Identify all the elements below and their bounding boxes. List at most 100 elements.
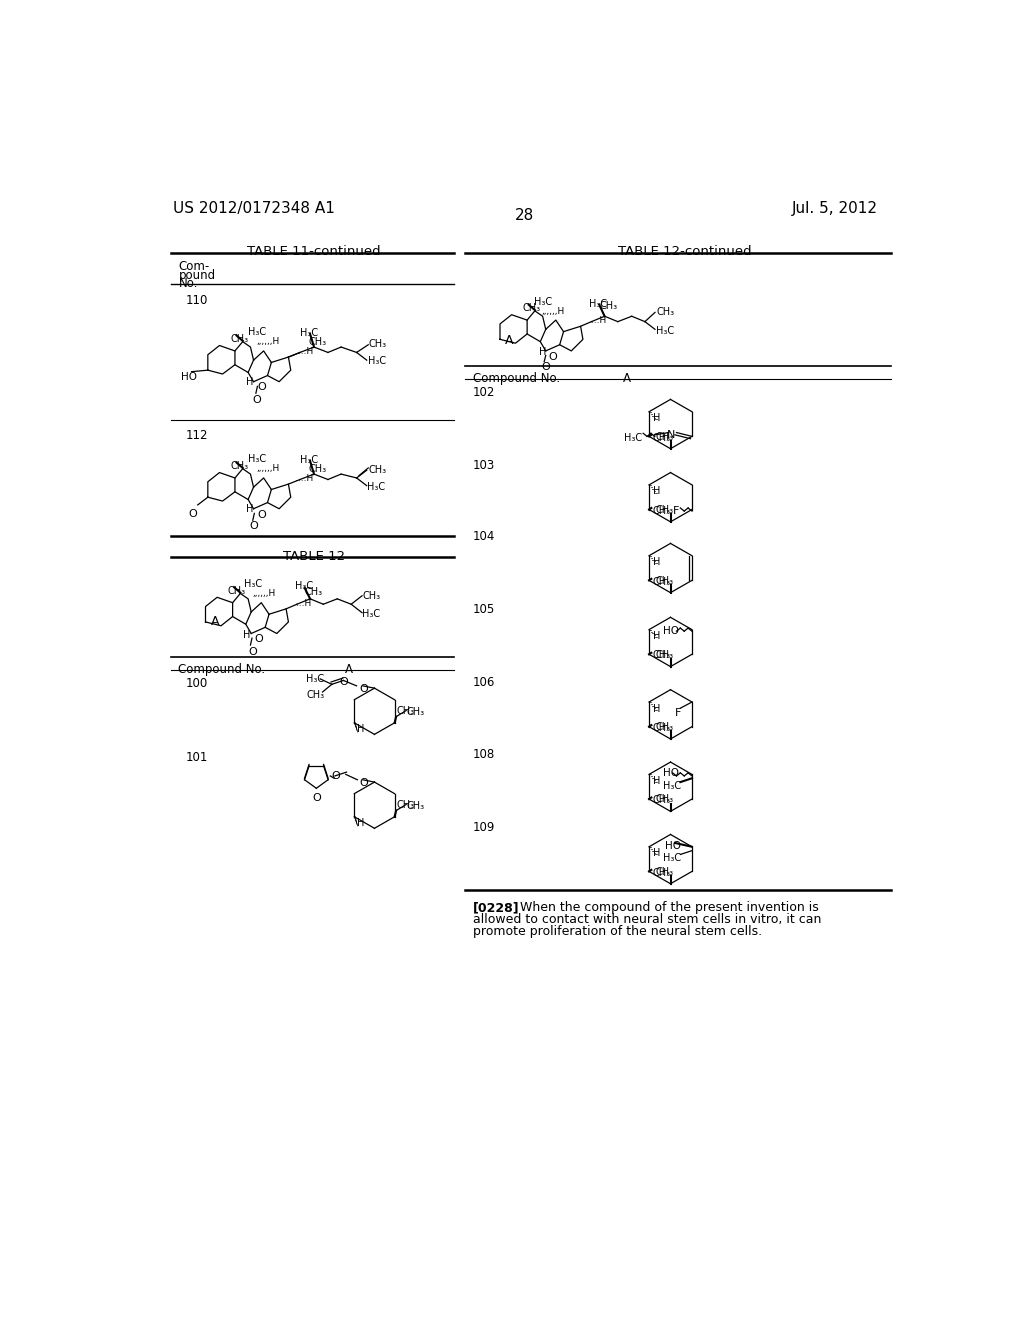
Text: H: H bbox=[539, 347, 546, 356]
Text: ....H: ....H bbox=[295, 474, 313, 483]
Text: O: O bbox=[359, 684, 368, 694]
Text: No.: No. bbox=[178, 277, 198, 290]
Text: ....H: ....H bbox=[588, 317, 606, 325]
Text: CH₃: CH₃ bbox=[396, 706, 415, 715]
Text: H₃C: H₃C bbox=[368, 482, 386, 492]
Text: CH₃: CH₃ bbox=[308, 465, 327, 474]
Text: HO: HO bbox=[180, 372, 197, 383]
Text: 101: 101 bbox=[186, 751, 209, 764]
Text: CH₃: CH₃ bbox=[653, 577, 671, 586]
Text: pound: pound bbox=[178, 268, 215, 281]
Text: F: F bbox=[675, 708, 681, 718]
Text: O: O bbox=[253, 395, 261, 405]
Text: HO: HO bbox=[663, 768, 679, 779]
Text: 102: 102 bbox=[473, 387, 496, 400]
Text: H: H bbox=[653, 704, 660, 714]
Text: A: A bbox=[623, 372, 631, 384]
Text: H₃C: H₃C bbox=[624, 433, 642, 442]
Text: CH₃: CH₃ bbox=[228, 586, 246, 595]
Text: H₃C: H₃C bbox=[248, 327, 266, 337]
Text: CH₃: CH₃ bbox=[396, 800, 415, 809]
Text: CH₃: CH₃ bbox=[655, 432, 674, 442]
Text: H: H bbox=[653, 631, 660, 642]
Text: CH₃: CH₃ bbox=[306, 689, 325, 700]
Text: 106: 106 bbox=[473, 676, 496, 689]
Text: CH₃: CH₃ bbox=[655, 722, 674, 733]
Text: H: H bbox=[653, 557, 660, 568]
Text: H₃C: H₃C bbox=[362, 609, 380, 619]
Text: O: O bbox=[340, 677, 348, 686]
Text: Com-: Com- bbox=[178, 260, 210, 273]
Text: CH₃: CH₃ bbox=[230, 334, 249, 345]
Text: H₃C: H₃C bbox=[535, 297, 552, 308]
Text: US 2012/0172348 A1: US 2012/0172348 A1 bbox=[173, 201, 335, 215]
Text: CH₃: CH₃ bbox=[655, 649, 674, 660]
Text: 104: 104 bbox=[473, 531, 496, 544]
Text: N: N bbox=[667, 430, 675, 440]
Text: CH₃: CH₃ bbox=[656, 308, 675, 317]
Text: CH₃: CH₃ bbox=[407, 708, 425, 717]
Text: F: F bbox=[673, 506, 679, 516]
Text: H: H bbox=[653, 776, 660, 785]
Text: CH₃: CH₃ bbox=[369, 339, 386, 350]
Text: CH₃: CH₃ bbox=[653, 867, 671, 878]
Text: H₃C: H₃C bbox=[306, 675, 325, 684]
Text: CH₃: CH₃ bbox=[308, 337, 327, 347]
Text: 100: 100 bbox=[186, 677, 208, 689]
Text: CH₃: CH₃ bbox=[369, 465, 386, 475]
Text: H₃C: H₃C bbox=[663, 853, 681, 863]
Text: A: A bbox=[211, 615, 219, 628]
Text: CH₃: CH₃ bbox=[362, 591, 381, 601]
Text: HO: HO bbox=[663, 626, 679, 636]
Text: H₃C: H₃C bbox=[369, 356, 386, 366]
Text: ,,,,,,H: ,,,,,,H bbox=[256, 337, 280, 346]
Text: H: H bbox=[246, 378, 253, 387]
Text: CH₃: CH₃ bbox=[655, 795, 674, 804]
Text: CH₃: CH₃ bbox=[407, 801, 425, 812]
Text: H: H bbox=[653, 849, 660, 858]
Text: CH₃: CH₃ bbox=[655, 576, 674, 586]
Text: CH₃: CH₃ bbox=[522, 304, 541, 313]
Text: CH₃: CH₃ bbox=[230, 461, 249, 471]
Text: H: H bbox=[356, 818, 364, 828]
Text: H: H bbox=[243, 630, 250, 640]
Text: 108: 108 bbox=[473, 748, 496, 762]
Text: CH₃: CH₃ bbox=[655, 506, 674, 515]
Text: CH₃: CH₃ bbox=[653, 795, 671, 805]
Text: H₃C: H₃C bbox=[663, 780, 681, 791]
Text: H₃C: H₃C bbox=[300, 327, 318, 338]
Text: H₃C: H₃C bbox=[248, 454, 266, 465]
Text: O: O bbox=[332, 771, 341, 780]
Text: ....H: ....H bbox=[293, 599, 311, 607]
Text: O: O bbox=[250, 521, 258, 531]
Text: H: H bbox=[356, 725, 364, 734]
Text: A: A bbox=[345, 663, 353, 676]
Text: O: O bbox=[188, 508, 198, 519]
Text: CH₃: CH₃ bbox=[653, 433, 671, 442]
Text: 109: 109 bbox=[473, 821, 496, 834]
Text: 110: 110 bbox=[186, 294, 209, 308]
Text: [0228]: [0228] bbox=[473, 902, 519, 915]
Text: H: H bbox=[246, 504, 253, 513]
Text: H: H bbox=[653, 487, 660, 496]
Text: TABLE 12-continued: TABLE 12-continued bbox=[617, 246, 752, 259]
Text: H: H bbox=[653, 413, 660, 424]
Text: ,,,,,,H: ,,,,,,H bbox=[256, 465, 280, 473]
Text: CH₃: CH₃ bbox=[653, 723, 671, 733]
Text: HO: HO bbox=[665, 841, 681, 850]
Text: H₃C: H₃C bbox=[300, 455, 318, 465]
Text: Compound No.: Compound No. bbox=[473, 372, 560, 384]
Text: When the compound of the present invention is: When the compound of the present inventi… bbox=[512, 902, 818, 915]
Text: Jul. 5, 2012: Jul. 5, 2012 bbox=[793, 201, 879, 215]
Text: O: O bbox=[257, 383, 266, 392]
Text: CH₃: CH₃ bbox=[305, 586, 323, 597]
Text: allowed to contact with neural stem cells in vitro, it can: allowed to contact with neural stem cell… bbox=[473, 913, 821, 927]
Text: 103: 103 bbox=[473, 459, 496, 471]
Text: H₃C: H₃C bbox=[295, 581, 312, 591]
Text: O: O bbox=[248, 647, 257, 656]
Text: Compound No.: Compound No. bbox=[178, 663, 265, 676]
Text: ,,,,,,H: ,,,,,,H bbox=[252, 589, 275, 598]
Text: promote proliferation of the neural stem cells.: promote proliferation of the neural stem… bbox=[473, 924, 762, 937]
Text: TABLE 11-continued: TABLE 11-continued bbox=[247, 246, 381, 259]
Text: H₃C: H₃C bbox=[245, 579, 262, 589]
